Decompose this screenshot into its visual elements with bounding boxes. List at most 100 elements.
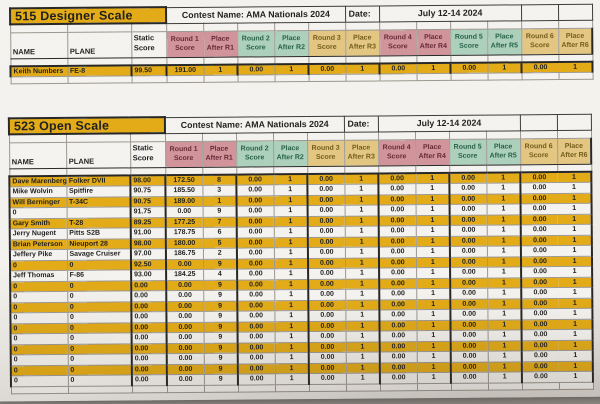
header-line: Score: [173, 154, 194, 163]
grid-cell: [558, 72, 593, 80]
header-line: Round 4: [383, 33, 412, 41]
place-cell: 1: [486, 224, 521, 236]
place-cell: 9: [203, 363, 238, 375]
grid-cell: [416, 73, 451, 81]
round-score-cell: 0.00: [237, 300, 275, 312]
place-cell: 9: [203, 321, 238, 333]
grid-cell: [520, 164, 558, 173]
place-cell: 1: [486, 235, 521, 247]
grid-cell: [203, 56, 238, 65]
place-cell: 1: [273, 226, 308, 238]
header-line: Round 1: [169, 145, 198, 153]
static-score-cell: 93.00: [131, 269, 167, 281]
static-score-cell: 91.00: [130, 227, 166, 239]
place-after-header: Place After R6: [558, 27, 593, 55]
place-cell: 1: [415, 246, 451, 258]
round-score-cell: 0.00: [520, 203, 558, 215]
place-cell: 2: [202, 248, 237, 259]
place-cell: 1: [416, 277, 451, 289]
header-line: After R5: [489, 152, 517, 160]
place-cell: 6: [202, 227, 237, 238]
grid-cell: [450, 20, 488, 29]
name-cell: 0: [10, 280, 68, 292]
name-cell: Gary Smith: [9, 217, 67, 229]
plane-cell: Folker DVII: [66, 175, 131, 187]
header-line: Place: [280, 144, 300, 152]
header-line: Place: [422, 143, 442, 151]
place-cell: 1: [345, 299, 380, 311]
header-line: Static: [132, 143, 154, 153]
name-cell: Will Berninger: [9, 196, 67, 208]
name-header: NAME: [10, 31, 68, 59]
place-cell: 1: [487, 287, 522, 299]
contest-name: Contest Name: AMA Nationals 2024: [164, 115, 345, 134]
round-score-cell: 0.00: [307, 173, 345, 185]
round-score-cell: 0.00: [166, 374, 204, 386]
grid-cell: [557, 129, 592, 139]
place-cell: 9: [203, 311, 238, 322]
round-score-cell: 0.00: [521, 62, 559, 73]
name-cell: 0: [10, 333, 68, 345]
place-cell: 1: [344, 173, 379, 185]
grid-cell: [10, 385, 69, 394]
grid-cell: [10, 76, 68, 84]
round-score-cell: 0.00: [237, 279, 275, 291]
grid-cell: [203, 384, 239, 392]
place-cell: 1: [416, 319, 451, 331]
round-score-cell: 0.00: [449, 235, 487, 247]
place-cell: 1: [416, 372, 451, 384]
plane-cell: Savage Cruiser: [66, 248, 131, 260]
round-score-cell: 185.50: [165, 185, 203, 197]
round-score-cell: 0.00: [236, 184, 274, 196]
static-score-header: Static Score: [130, 141, 166, 168]
place-after-header: Place After R5: [487, 28, 522, 55]
static-score-header: Static Score: [131, 31, 167, 58]
round-score-cell: 0.00: [237, 352, 275, 364]
round-score-cell: 0.00: [237, 363, 275, 375]
round-score-cell: 0.00: [236, 258, 275, 270]
name-cell: 0: [9, 207, 67, 219]
header-line: After R3: [347, 153, 375, 161]
name-cell: 0: [10, 375, 68, 387]
header-line: Score: [528, 152, 549, 160]
grid-cell: [344, 131, 379, 140]
plane-cell: 0: [67, 301, 132, 313]
round-score-cell: 0.00: [307, 205, 345, 217]
round-score-cell: 177.25: [165, 216, 203, 228]
round-score-cell: 0.00: [237, 331, 275, 343]
round-score-cell: 0.00: [379, 330, 417, 342]
header-line: Round 6: [525, 32, 554, 40]
place-after-header: Place After R6: [557, 137, 592, 165]
header-line: Score: [244, 154, 265, 162]
place-cell: 1: [274, 300, 309, 311]
place-cell: 1: [416, 351, 451, 363]
place-cell: 1: [558, 297, 593, 309]
contest-name: Contest Name: AMA Nationals 2024: [166, 5, 346, 24]
place-after-header: Place After R2: [274, 30, 309, 57]
round-score-cell: 0.00: [450, 62, 488, 74]
round-score-cell: 0.00: [521, 361, 559, 372]
round-score-cell: 0.00: [378, 246, 417, 258]
place-cell: 1: [273, 174, 308, 185]
grid-cell: [201, 132, 237, 141]
round-score-header: Round 6 Score: [521, 28, 559, 55]
place-cell: 1: [557, 213, 592, 225]
place-cell: 1: [558, 350, 593, 362]
place-cell: 1: [274, 64, 309, 75]
place-cell: 1: [557, 192, 592, 204]
grid-cell: [558, 381, 594, 390]
round-score-cell: 0.00: [378, 204, 416, 216]
place-cell: 1: [274, 268, 309, 280]
place-cell: 1: [558, 255, 593, 267]
round-score-cell: 0.00: [236, 237, 274, 249]
designer-scale-table: 515 Designer Scale Contest Name: AMA Nati…: [9, 3, 594, 85]
place-cell: 1: [558, 266, 593, 278]
grid-cell: [520, 130, 558, 139]
round-score-cell: 0.00: [166, 342, 204, 354]
header-line: Round 3: [311, 144, 340, 152]
grid-cell: [450, 382, 489, 390]
round-score-cell: 0.00: [521, 308, 559, 320]
round-score-cell: 0.00: [379, 63, 417, 74]
plane-header: PLANE: [67, 31, 132, 58]
place-after-header: Place After R3: [344, 139, 379, 166]
